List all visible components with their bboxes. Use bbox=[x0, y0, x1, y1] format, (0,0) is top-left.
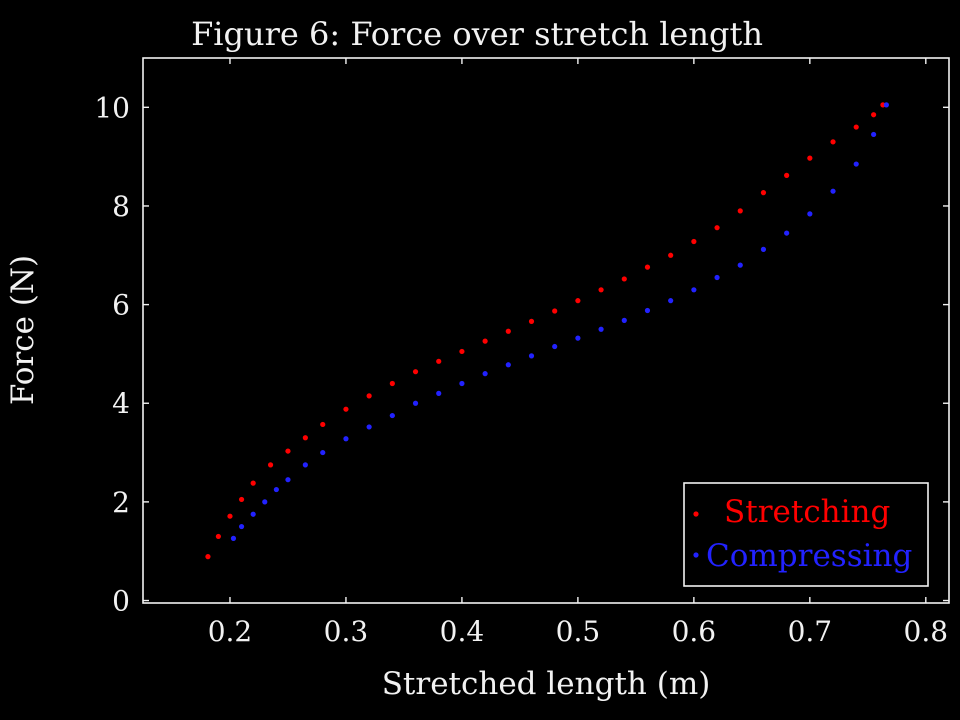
data-point-compressing bbox=[853, 161, 859, 167]
data-points bbox=[205, 102, 889, 560]
x-tick-label: 0.2 bbox=[208, 615, 253, 648]
y-axis-label: Force (N) bbox=[5, 255, 41, 405]
axis-ticks bbox=[143, 58, 949, 603]
y-tick-label: 6 bbox=[112, 289, 130, 322]
data-point-compressing bbox=[552, 343, 558, 350]
y-tick-label: 4 bbox=[112, 387, 130, 420]
data-point-stretching bbox=[320, 421, 326, 428]
data-point-compressing bbox=[285, 477, 291, 483]
chart-title: Figure 6: Force over stretch length bbox=[191, 15, 763, 53]
data-point-compressing bbox=[737, 262, 743, 268]
legend-marker-compressing bbox=[693, 552, 699, 558]
x-tick-label: 0.7 bbox=[788, 615, 833, 648]
data-point-compressing bbox=[250, 511, 256, 517]
data-point-stretching bbox=[459, 348, 465, 355]
data-point-stretching bbox=[871, 112, 877, 118]
data-point-compressing bbox=[262, 499, 268, 505]
data-point-compressing bbox=[784, 230, 790, 236]
x-tick-label: 0.4 bbox=[440, 615, 485, 648]
data-point-stretching bbox=[436, 358, 442, 364]
data-point-stretching bbox=[807, 155, 813, 161]
x-tick-label: 0.6 bbox=[672, 615, 717, 648]
data-point-stretching bbox=[528, 318, 535, 324]
data-point-compressing bbox=[668, 298, 674, 304]
data-point-stretching bbox=[737, 208, 743, 214]
data-point-stretching bbox=[412, 369, 419, 375]
data-point-stretching bbox=[267, 462, 274, 468]
series-compressing bbox=[230, 102, 889, 541]
data-point-stretching bbox=[575, 298, 581, 304]
x-tick-label: 0.3 bbox=[324, 615, 369, 648]
data-point-compressing bbox=[366, 424, 372, 430]
data-point-stretching bbox=[598, 287, 604, 293]
data-point-stretching bbox=[302, 435, 308, 441]
data-point-compressing bbox=[691, 287, 697, 293]
data-point-compressing bbox=[760, 246, 767, 252]
legend-label-compressing: Compressing bbox=[706, 538, 912, 574]
data-point-compressing bbox=[871, 131, 877, 138]
y-tick-label: 10 bbox=[94, 91, 130, 124]
legend-marker-stretching bbox=[693, 511, 699, 517]
data-point-compressing bbox=[505, 362, 511, 368]
plot-frame bbox=[142, 57, 950, 604]
data-point-stretching bbox=[505, 328, 511, 334]
y-tick-label: 8 bbox=[112, 190, 130, 223]
data-point-stretching bbox=[621, 276, 627, 282]
legend-box bbox=[683, 482, 929, 587]
data-point-compressing bbox=[644, 307, 651, 314]
data-point-stretching bbox=[366, 393, 372, 399]
data-point-compressing bbox=[714, 274, 720, 281]
x-tick-label: 0.5 bbox=[556, 615, 601, 648]
data-point-stretching bbox=[552, 308, 558, 314]
legend-label-stretching: Stretching bbox=[724, 494, 890, 530]
data-point-compressing bbox=[436, 390, 442, 396]
data-point-compressing bbox=[598, 326, 604, 332]
data-point-stretching bbox=[389, 380, 395, 387]
data-point-stretching bbox=[215, 533, 221, 540]
data-point-compressing bbox=[807, 211, 813, 217]
data-point-stretching bbox=[644, 264, 651, 270]
data-point-compressing bbox=[528, 353, 535, 359]
data-point-compressing bbox=[482, 371, 488, 377]
data-point-stretching bbox=[668, 252, 674, 258]
data-point-stretching bbox=[691, 238, 697, 245]
data-point-stretching bbox=[227, 513, 233, 519]
data-point-compressing bbox=[320, 449, 326, 456]
data-point-compressing bbox=[621, 317, 627, 323]
data-point-compressing bbox=[302, 462, 308, 468]
data-point-compressing bbox=[343, 436, 349, 442]
data-point-stretching bbox=[343, 406, 349, 412]
data-point-compressing bbox=[273, 486, 279, 493]
legend: Stretching Compressing bbox=[683, 482, 929, 587]
y-tick-label: 2 bbox=[112, 486, 130, 519]
data-point-compressing bbox=[459, 380, 465, 387]
data-point-compressing bbox=[412, 400, 419, 406]
data-point-compressing bbox=[830, 188, 836, 194]
data-point-compressing bbox=[883, 102, 889, 108]
data-point-stretching bbox=[760, 190, 767, 196]
series-stretching bbox=[205, 102, 886, 560]
data-point-stretching bbox=[285, 448, 291, 454]
data-point-compressing bbox=[230, 535, 237, 541]
data-point-stretching bbox=[853, 124, 859, 130]
data-point-stretching bbox=[250, 480, 256, 486]
data-point-stretching bbox=[238, 496, 245, 503]
data-point-stretching bbox=[784, 172, 790, 178]
axis-tick-labels: 0.2 0.3 0.4 0.5 0.6 0.7 0.8 0 2 4 6 8 10 bbox=[94, 91, 948, 648]
data-point-compressing bbox=[389, 412, 395, 419]
data-point-stretching bbox=[482, 338, 488, 344]
y-tick-label: 0 bbox=[112, 585, 130, 618]
data-point-compressing bbox=[238, 523, 245, 530]
data-point-compressing bbox=[575, 335, 581, 341]
x-axis-label: Stretched length (m) bbox=[382, 666, 711, 702]
x-tick-label: 0.8 bbox=[904, 615, 949, 648]
data-point-stretching bbox=[714, 225, 720, 231]
data-point-stretching bbox=[830, 139, 836, 145]
data-point-stretching bbox=[205, 554, 211, 560]
